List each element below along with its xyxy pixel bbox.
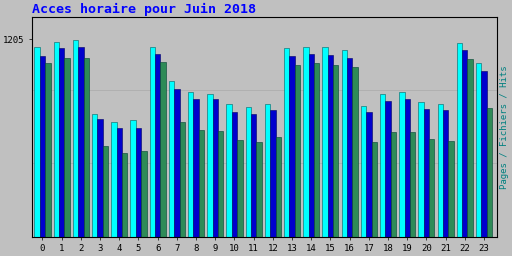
Bar: [174, 89, 180, 237]
Bar: [45, 63, 51, 237]
Bar: [65, 58, 70, 237]
Bar: [103, 146, 108, 237]
Bar: [160, 62, 166, 237]
Bar: [323, 47, 328, 237]
Bar: [150, 47, 155, 237]
Bar: [246, 107, 251, 237]
Bar: [59, 48, 65, 237]
Bar: [476, 63, 481, 237]
Bar: [295, 65, 300, 237]
Bar: [342, 50, 347, 237]
Bar: [347, 58, 352, 237]
Bar: [194, 99, 199, 237]
Bar: [226, 104, 232, 237]
Bar: [207, 94, 212, 237]
Bar: [424, 109, 429, 237]
Bar: [352, 67, 358, 237]
Bar: [449, 141, 454, 237]
Bar: [83, 58, 89, 237]
Text: Acces horaire pour Juin 2018: Acces horaire pour Juin 2018: [32, 3, 256, 16]
Bar: [212, 99, 218, 237]
Bar: [237, 140, 243, 237]
Bar: [155, 54, 160, 237]
Bar: [314, 63, 319, 237]
Bar: [34, 47, 40, 237]
Bar: [188, 92, 194, 237]
Bar: [117, 129, 122, 237]
Bar: [136, 128, 141, 237]
Bar: [131, 120, 136, 237]
Bar: [180, 122, 185, 237]
Bar: [438, 104, 443, 237]
Bar: [361, 105, 366, 237]
Bar: [270, 110, 275, 237]
Bar: [73, 40, 78, 237]
Bar: [303, 47, 309, 237]
Bar: [386, 101, 391, 237]
Bar: [284, 48, 289, 237]
Bar: [257, 142, 262, 237]
Bar: [333, 65, 338, 237]
Bar: [399, 92, 404, 237]
Bar: [232, 112, 237, 237]
Bar: [122, 153, 127, 237]
Bar: [111, 122, 117, 237]
Bar: [457, 43, 462, 237]
Bar: [265, 104, 270, 237]
Bar: [443, 110, 449, 237]
Bar: [141, 151, 146, 237]
Bar: [366, 112, 372, 237]
Bar: [481, 71, 487, 237]
Bar: [289, 56, 295, 237]
Bar: [251, 114, 257, 237]
Bar: [309, 54, 314, 237]
Bar: [487, 108, 492, 237]
Bar: [275, 137, 281, 237]
Y-axis label: Pages / Fichiers / Hits: Pages / Fichiers / Hits: [500, 65, 509, 189]
Bar: [328, 55, 333, 237]
Bar: [410, 132, 415, 237]
Bar: [404, 99, 410, 237]
Bar: [218, 131, 223, 237]
Bar: [78, 47, 83, 237]
Bar: [380, 94, 386, 237]
Bar: [467, 59, 473, 237]
Bar: [97, 119, 103, 237]
Bar: [391, 132, 396, 237]
Bar: [199, 130, 204, 237]
Bar: [462, 50, 467, 237]
Bar: [92, 114, 97, 237]
Bar: [418, 102, 424, 237]
Bar: [372, 142, 377, 237]
Bar: [429, 139, 435, 237]
Bar: [54, 42, 59, 237]
Bar: [40, 56, 45, 237]
Bar: [169, 81, 174, 237]
